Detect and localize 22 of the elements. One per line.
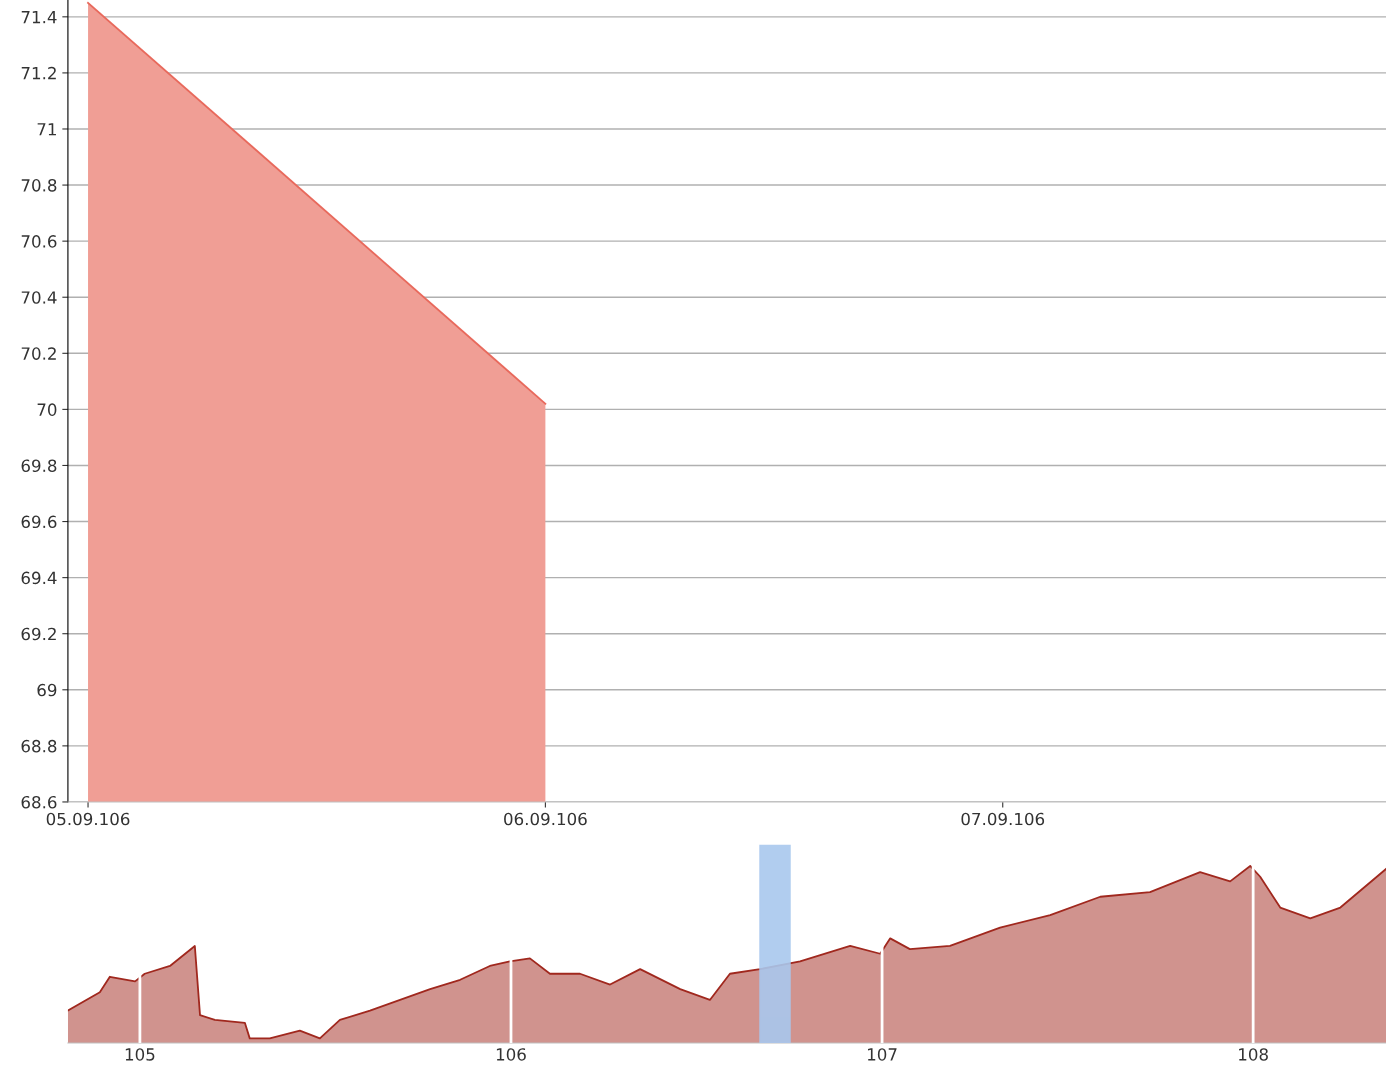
y-tick-label: 71.4 [21,11,57,24]
x-tick-label: 107 [867,1048,897,1061]
y-tick-label: 69.8 [21,459,57,473]
y-tick-label: 69.2 [21,627,56,641]
y-tick-label: 68.8 [21,739,57,753]
y-tick-label: 70.4 [21,291,57,304]
y-tick-label: 71 [37,123,56,136]
y-tick-label: 68.6 [21,795,57,809]
x-tick-label: 105 [125,1048,155,1061]
y-tick-label: 70.2 [21,347,56,360]
y-tick-label: 71.2 [21,66,56,80]
y-tick-label: 69 [37,683,57,697]
y-tick-label: 69.6 [21,515,57,529]
y-tick-label: 70.6 [21,235,57,248]
x-tick-label: 06.09.106 [504,812,587,826]
x-tick-label: 108 [1239,1048,1268,1061]
x-tick-label: 05.09.106 [46,812,130,826]
y-tick-label: 69.4 [21,571,57,585]
y-tick-label: 70.8 [21,179,57,192]
x-tick-label: 106 [496,1048,526,1061]
x-tick-label: 07.09.106 [961,812,1045,826]
y-tick-label: 70 [37,403,57,416]
